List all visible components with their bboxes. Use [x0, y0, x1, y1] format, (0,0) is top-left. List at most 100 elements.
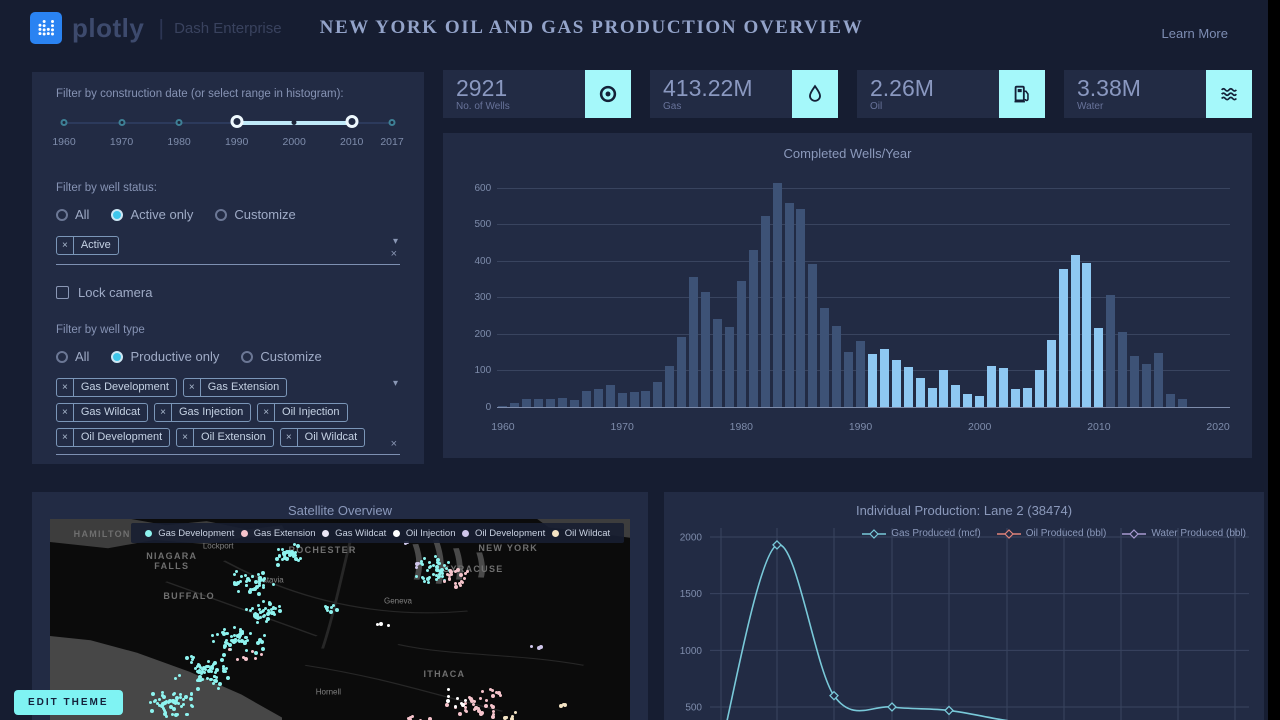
bar-1999[interactable]: [963, 394, 973, 407]
slider-handle-start[interactable]: [230, 115, 244, 128]
bar-1987[interactable]: [820, 307, 830, 407]
bar-2017[interactable]: [1177, 398, 1187, 407]
bar-1963[interactable]: [534, 398, 544, 407]
bar-2015[interactable]: [1153, 352, 1163, 407]
bar-2010[interactable]: [1094, 327, 1104, 407]
bar-1998[interactable]: [951, 385, 961, 407]
bar-1995[interactable]: [915, 378, 925, 407]
bar-1986[interactable]: [808, 264, 818, 407]
bar-1971[interactable]: [629, 392, 639, 407]
well-dot: [478, 696, 482, 700]
bar-1960[interactable]: [498, 405, 508, 407]
bar-1997[interactable]: [939, 370, 949, 407]
chevron-down-icon[interactable]: ▾: [392, 378, 398, 389]
remove-tag-icon[interactable]: ×: [155, 404, 172, 421]
bar-2000[interactable]: [975, 396, 985, 407]
bar-1978[interactable]: [712, 319, 722, 407]
remove-tag-icon[interactable]: ×: [281, 429, 298, 446]
bar-1994[interactable]: [903, 366, 913, 407]
bar-1968[interactable]: [593, 388, 603, 407]
radio-status-active-only[interactable]: Active only: [111, 207, 193, 222]
bar-1967[interactable]: [581, 391, 591, 407]
bar-1991[interactable]: [867, 353, 877, 407]
bar-1969[interactable]: [605, 384, 615, 407]
bar-1970[interactable]: [617, 393, 627, 407]
chevron-down-icon[interactable]: ▾: [392, 236, 398, 247]
slider-handle-end[interactable]: [345, 115, 359, 128]
radio-type-productive-only[interactable]: Productive only: [111, 349, 219, 364]
bar-2008[interactable]: [1070, 255, 1080, 407]
bar-1979[interactable]: [724, 327, 734, 407]
bar-1962[interactable]: [522, 399, 532, 407]
bar-1990[interactable]: [856, 341, 866, 407]
data-point-marker[interactable]: [829, 690, 839, 701]
learn-more-link[interactable]: Learn More: [1161, 26, 1228, 41]
bar-1983[interactable]: [772, 183, 782, 407]
radio-type-customize[interactable]: Customize: [241, 349, 322, 364]
well-dot: [326, 606, 330, 610]
edit-theme-button[interactable]: EDIT THEME: [14, 690, 123, 715]
bar-2009[interactable]: [1082, 262, 1092, 407]
well-dot: [437, 575, 441, 579]
prod-legend-item-water-produced-bbl-[interactable]: Water Produced (bbl): [1122, 528, 1246, 539]
bar-1981[interactable]: [748, 249, 758, 407]
bar-1974[interactable]: [665, 365, 675, 407]
well-status-dropdown[interactable]: × Active ▾ ×: [56, 236, 400, 265]
bar-2012[interactable]: [1118, 332, 1128, 407]
remove-tag-icon[interactable]: ×: [57, 404, 74, 421]
bar-1975[interactable]: [677, 336, 687, 407]
bar-1973[interactable]: [653, 382, 663, 407]
bar-1980[interactable]: [736, 280, 746, 407]
bar-1984[interactable]: [784, 202, 794, 407]
data-point-marker[interactable]: [772, 540, 782, 550]
remove-tag-icon[interactable]: ×: [57, 429, 74, 446]
bar-1964[interactable]: [546, 399, 556, 407]
bar-1961[interactable]: [510, 402, 520, 407]
remove-tag-icon[interactable]: ×: [184, 379, 201, 396]
remove-tag-icon[interactable]: ×: [57, 379, 74, 396]
bar-2013[interactable]: [1130, 355, 1140, 407]
bar-1977[interactable]: [701, 291, 711, 407]
bar-1976[interactable]: [689, 277, 699, 407]
bar-1992[interactable]: [879, 349, 889, 407]
bar-1988[interactable]: [832, 325, 842, 407]
remove-tag-icon[interactable]: ×: [258, 404, 276, 421]
bar-1972[interactable]: [641, 391, 651, 407]
bar-2004[interactable]: [1022, 387, 1032, 407]
bar-2006[interactable]: [1046, 340, 1056, 407]
bar-1993[interactable]: [891, 360, 901, 407]
bar-1966[interactable]: [569, 400, 579, 407]
radio-status-customize[interactable]: Customize: [215, 207, 296, 222]
bar-1965[interactable]: [558, 397, 568, 407]
data-point-marker[interactable]: [944, 705, 954, 716]
bar-2011[interactable]: [1106, 294, 1116, 407]
radio-status-all[interactable]: All: [56, 207, 89, 222]
well-dot: [559, 704, 564, 709]
slider-mark-2017: [388, 119, 396, 126]
prod-legend-item-oil-produced-bbl-[interactable]: Oil Produced (bbl): [996, 528, 1106, 539]
bar-2016[interactable]: [1165, 394, 1175, 407]
radio-type-all[interactable]: All: [56, 349, 89, 364]
clear-dropdown-icon[interactable]: ×: [390, 248, 397, 260]
remove-tag-icon[interactable]: ×: [57, 237, 74, 254]
construction-date-slider[interactable]: 1960 1970 1980 1990 2000 2010 2017: [52, 110, 404, 158]
bar-2007[interactable]: [1058, 269, 1068, 407]
data-point-marker[interactable]: [887, 702, 897, 712]
lock-camera-checkbox[interactable]: Lock camera: [56, 285, 400, 300]
remove-tag-icon[interactable]: ×: [177, 429, 195, 446]
well-type-dropdown[interactable]: × Gas Development × Gas Extension × Gas Wildc…: [56, 378, 400, 455]
bar-2005[interactable]: [1034, 370, 1044, 407]
bar-1985[interactable]: [796, 209, 806, 407]
bar-2002[interactable]: [999, 368, 1009, 407]
bar-2001[interactable]: [987, 366, 997, 407]
prod-legend-item-gas-produced-mcf-[interactable]: Gas Produced (mcf): [862, 528, 981, 539]
clear-dropdown-icon[interactable]: ×: [390, 438, 397, 450]
satellite-map[interactable]: HAMILTON Lockport NIAGARA FALLS ROCHESTER NE…: [50, 519, 630, 720]
production-line-chart[interactable]: 2000 1500 1000 500: [664, 492, 1264, 720]
bar-1982[interactable]: [760, 215, 770, 407]
bar-2014[interactable]: [1142, 364, 1152, 407]
bar-1996[interactable]: [927, 388, 937, 407]
wells-per-year-histogram[interactable]: 0 100 200 300 400 500 600 1960 1970 1980 1990 2000 2…: [474, 183, 1230, 433]
bar-2003[interactable]: [1010, 388, 1020, 407]
bar-1989[interactable]: [844, 352, 854, 407]
